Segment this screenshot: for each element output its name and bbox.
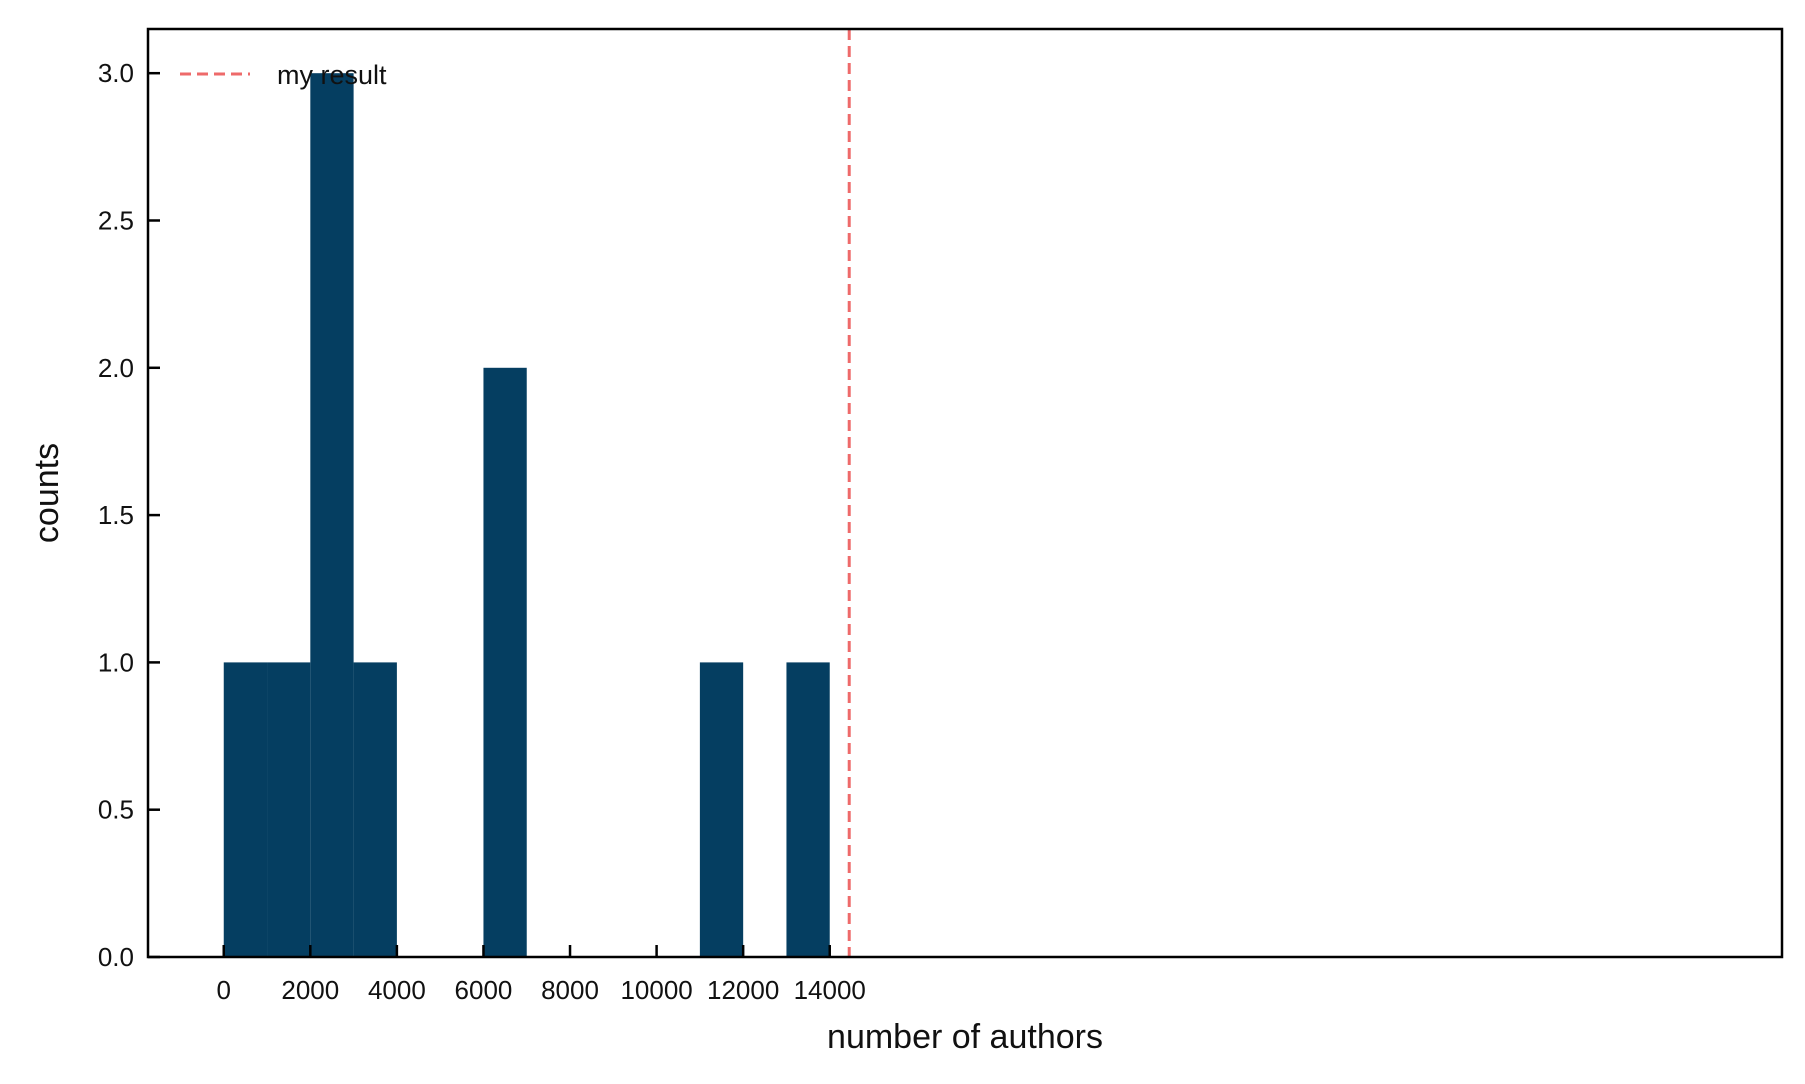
bar-11000-12000 — [699, 662, 744, 957]
x-tick-label-0: 0 — [217, 975, 231, 1005]
legend: my result — [180, 60, 387, 90]
x-tick-label-2000: 2000 — [281, 975, 339, 1005]
plot-frame — [146, 27, 1784, 959]
bar-0-1000 — [223, 662, 268, 957]
y-tick-label-1: 1.0 — [98, 647, 134, 677]
y-tick-label-0: 0.0 — [98, 942, 134, 972]
x-tick-label-4000: 4000 — [368, 975, 426, 1005]
y-tick-label-1.5: 1.5 — [98, 500, 134, 530]
y-tick-label-2.5: 2.5 — [98, 205, 134, 235]
y-tick-label-0.5: 0.5 — [98, 795, 134, 825]
x-axis-ticks: 0 2000 4000 6000 8000 10000 12000 14000 — [217, 945, 866, 1005]
bar-3000-4000 — [353, 662, 397, 957]
x-tick-label-14000: 14000 — [794, 975, 866, 1005]
bar-13000-14000 — [786, 662, 830, 957]
y-axis-label: counts — [28, 443, 66, 543]
legend-label-my-result: my result — [277, 60, 387, 90]
x-axis-label: number of authors — [827, 1018, 1103, 1056]
x-tick-label-12000: 12000 — [707, 975, 779, 1005]
x-tick-label-8000: 8000 — [541, 975, 599, 1005]
bar-6000-7000 — [483, 367, 527, 957]
x-tick-label-6000: 6000 — [455, 975, 513, 1005]
histogram-bars — [223, 73, 830, 957]
bar-2000-3000 — [310, 73, 354, 957]
y-tick-label-3: 3.0 — [98, 58, 134, 88]
y-axis-ticks: 0.0 0.5 1.0 1.5 2.0 2.5 3.0 — [98, 58, 160, 972]
x-tick-label-10000: 10000 — [620, 975, 692, 1005]
bar-1000-2000 — [267, 662, 311, 957]
y-tick-label-2: 2.0 — [98, 353, 134, 383]
